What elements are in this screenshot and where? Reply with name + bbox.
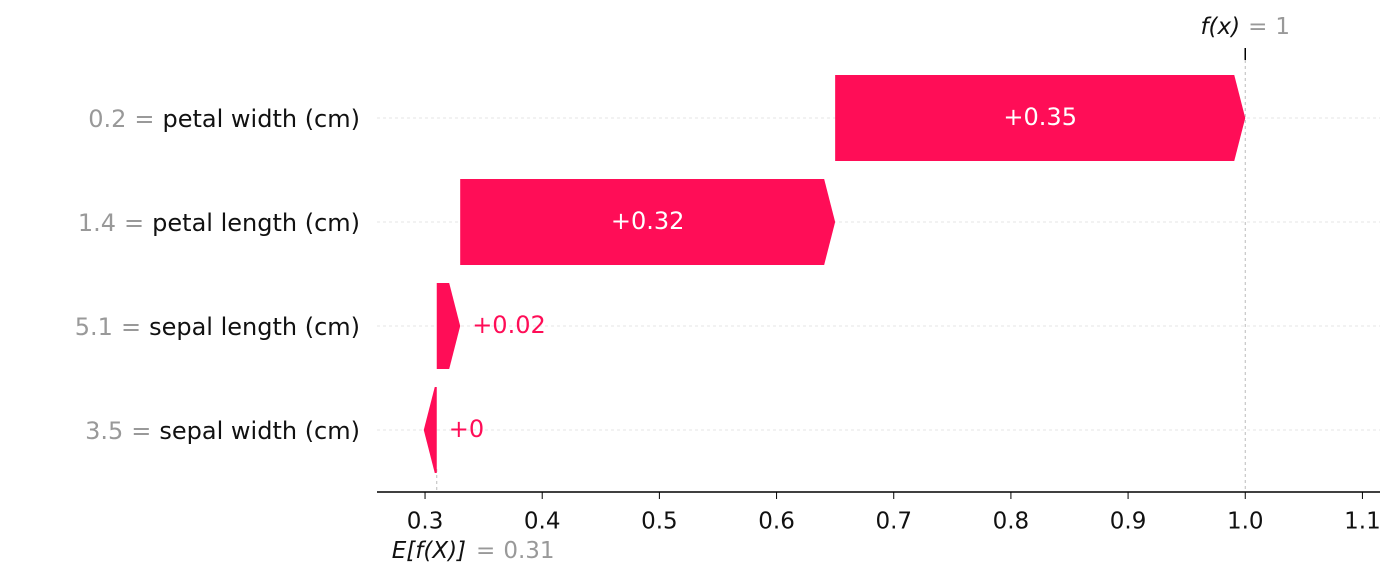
x-tick-label: 0.4 bbox=[524, 509, 561, 535]
base-name: E[f(X)] bbox=[392, 538, 466, 564]
feature-value: 3.5 bbox=[85, 417, 123, 445]
feature-label: 0.2 = petal width (cm) bbox=[88, 105, 360, 133]
separator: = bbox=[476, 538, 495, 564]
feature-name: petal length (cm) bbox=[152, 209, 360, 237]
value-label: +0.02 bbox=[472, 311, 546, 339]
feature-value: 1.4 bbox=[78, 209, 116, 237]
value-label: +0.32 bbox=[611, 207, 685, 235]
feature-name: sepal width (cm) bbox=[159, 417, 360, 445]
separator: = bbox=[131, 417, 151, 445]
feature-label: 1.4 = petal length (cm) bbox=[78, 209, 360, 237]
feature-value: 0.2 bbox=[88, 105, 126, 133]
x-tick-label: 1.1 bbox=[1344, 509, 1381, 535]
x-tick-label: 1.0 bbox=[1227, 509, 1264, 535]
feature-label: 3.5 = sepal width (cm) bbox=[85, 417, 360, 445]
base-label: E[f(X)] = 0.31 bbox=[392, 538, 555, 564]
separator: = bbox=[1248, 14, 1267, 40]
output-name: f(x) bbox=[1200, 14, 1240, 40]
x-tick-label: 0.7 bbox=[875, 509, 912, 535]
x-tick-label: 0.6 bbox=[758, 509, 795, 535]
value-label: +0 bbox=[449, 415, 484, 443]
x-tick-label: 0.5 bbox=[641, 509, 678, 535]
separator: = bbox=[121, 313, 141, 341]
x-tick-label: 0.8 bbox=[993, 509, 1030, 535]
value-label: +0.35 bbox=[1003, 103, 1077, 131]
bar bbox=[460, 179, 836, 265]
feature-name: sepal length (cm) bbox=[149, 313, 360, 341]
base-value: 0.31 bbox=[503, 538, 554, 564]
separator: = bbox=[134, 105, 154, 133]
x-tick-label: 0.9 bbox=[1110, 509, 1147, 535]
feature-value: 5.1 bbox=[75, 313, 113, 341]
output-label: f(x) = 1 bbox=[1200, 14, 1290, 40]
feature-label: 5.1 = sepal length (cm) bbox=[75, 313, 360, 341]
separator: = bbox=[124, 209, 144, 237]
feature-name: petal width (cm) bbox=[163, 105, 361, 133]
bar bbox=[423, 387, 437, 473]
bar bbox=[436, 283, 461, 369]
output-value: 1 bbox=[1275, 14, 1290, 40]
bar bbox=[835, 75, 1246, 161]
x-tick-label: 0.3 bbox=[407, 509, 444, 535]
